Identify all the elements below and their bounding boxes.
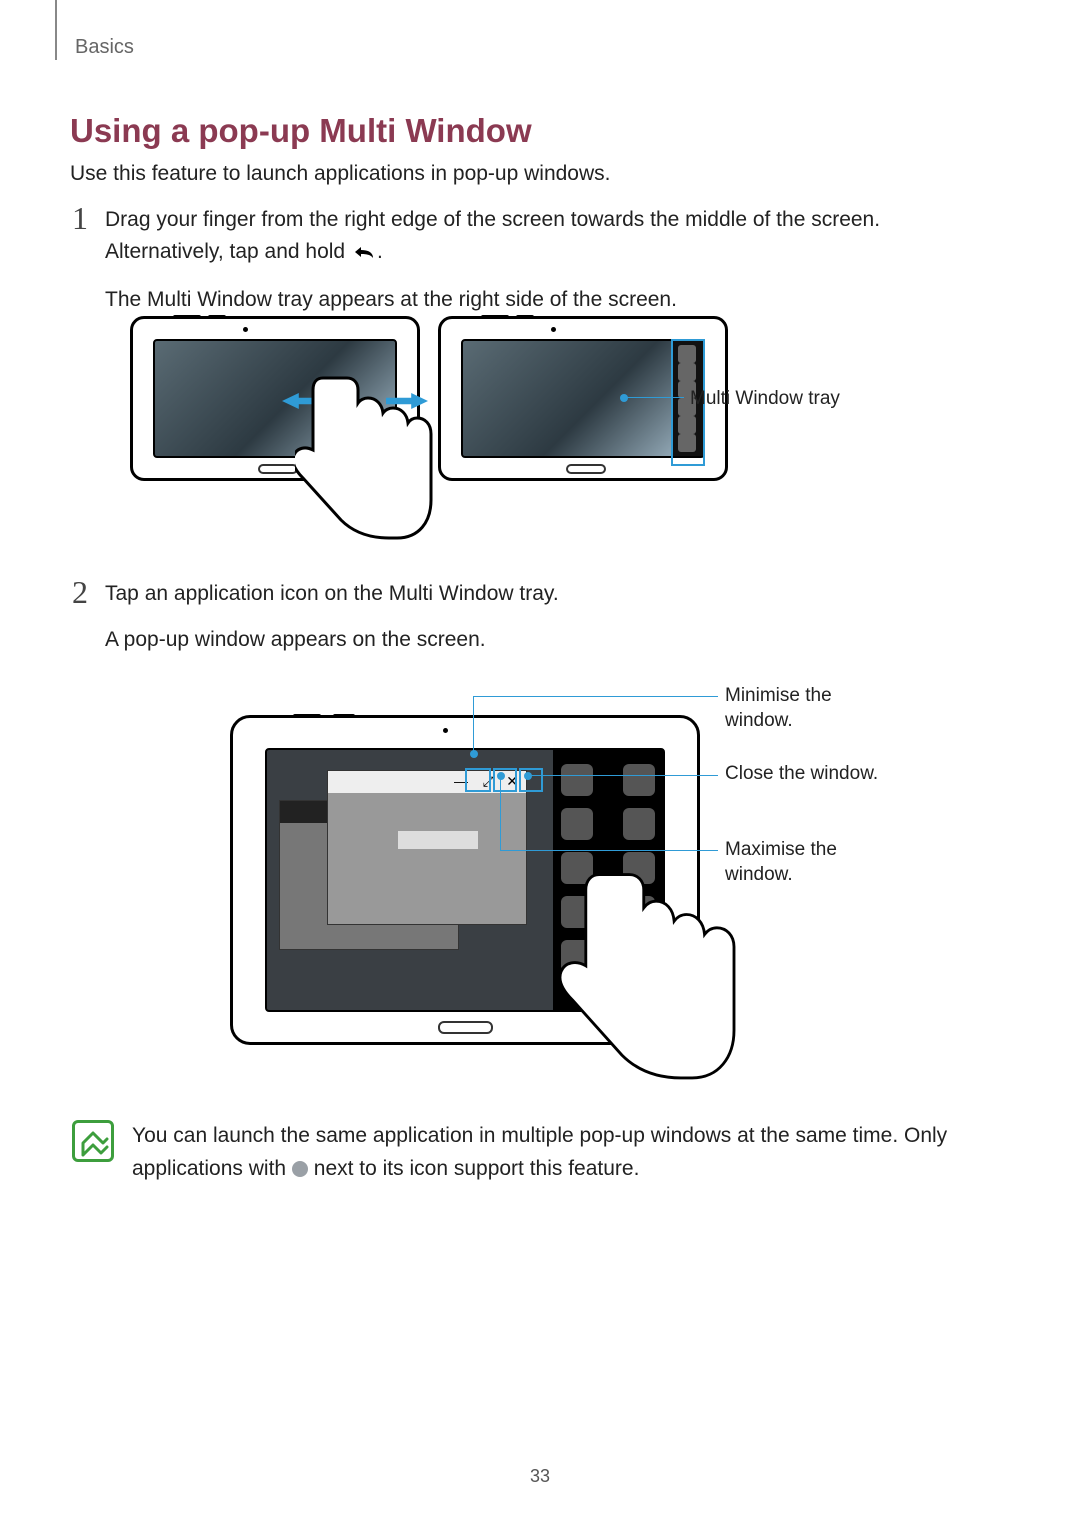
tablet-right-screen	[461, 339, 705, 458]
feature-dot-icon	[292, 1161, 308, 1177]
tablet-right	[438, 316, 728, 481]
leader-dot	[470, 750, 478, 758]
leader-line	[500, 850, 718, 851]
leader-line	[473, 696, 718, 697]
leader-line	[473, 696, 474, 753]
manual-page: Basics Using a pop-up Multi Window Use t…	[0, 0, 1080, 1527]
popup-window-front: — ⤢ ✕	[327, 770, 527, 925]
tray-app-icon	[623, 764, 655, 796]
leader-dot	[497, 772, 505, 780]
callout-multi-window-tray: Multi Window tray	[690, 387, 840, 412]
home-button-icon	[258, 464, 298, 474]
step-1-p2: The Multi Window tray appears at the rig…	[105, 288, 677, 311]
leader-line	[624, 397, 684, 398]
page-intro: Use this feature to launch applications …	[70, 162, 610, 186]
note-icon	[72, 1120, 114, 1162]
leader-dot	[524, 772, 532, 780]
page-title: Using a pop-up Multi Window	[70, 112, 532, 150]
home-button-icon	[438, 1021, 493, 1034]
note-text-2: next to its icon support this feature.	[314, 1157, 640, 1180]
step-2-p2: A pop-up window appears on the screen.	[105, 628, 486, 651]
leader-line	[500, 775, 501, 850]
note-block: You can launch the same application in m…	[72, 1120, 1010, 1185]
step-1-p1b: .	[377, 240, 383, 263]
header-rule	[55, 0, 57, 60]
step-1-p1a: Drag your finger from the right edge of …	[105, 208, 880, 263]
mini-titlebar	[398, 831, 478, 849]
maximise-highlight	[493, 768, 517, 792]
step-2-number: 2	[72, 574, 88, 611]
step-1-text: Drag your finger from the right edge of …	[105, 204, 975, 316]
callout-close: Close the window.	[725, 762, 895, 787]
leader-dot	[620, 394, 628, 402]
leader-line	[528, 775, 718, 776]
callout-maximise: Maximise the window.	[725, 838, 895, 887]
home-button-icon	[566, 464, 606, 474]
step-1-number: 1	[72, 200, 88, 237]
page-number: 33	[0, 1466, 1080, 1487]
section-header: Basics	[75, 36, 134, 59]
figure-1: Multi Window tray	[130, 316, 980, 546]
minimise-highlight	[465, 768, 491, 792]
step-2-p1: Tap an application icon on the Multi Win…	[105, 582, 559, 605]
figure-2: — ⤢ ✕	[230, 692, 1010, 1102]
step-2-text: Tap an application icon on the Multi Win…	[105, 578, 975, 655]
callout-minimise: Minimise the window.	[725, 684, 895, 733]
tray-app-icon	[561, 764, 593, 796]
hand-tap-icon	[560, 867, 770, 1092]
note-text: You can launch the same application in m…	[132, 1120, 1010, 1185]
tray-app-icon	[623, 808, 655, 840]
tray-app-icon	[561, 808, 593, 840]
close-highlight	[519, 768, 543, 792]
back-icon	[351, 239, 377, 271]
